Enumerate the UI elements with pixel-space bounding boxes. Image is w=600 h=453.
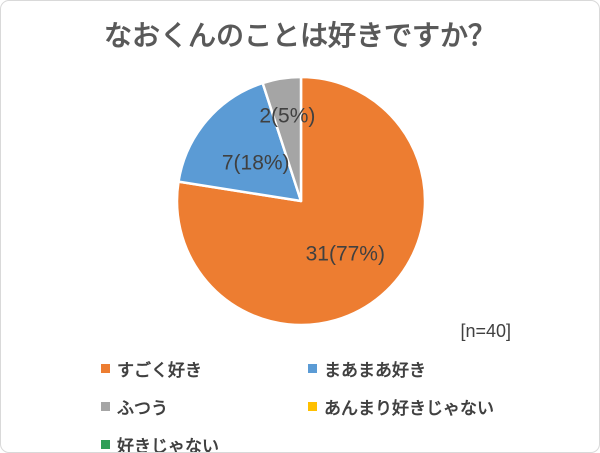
legend-label: 好きじゃない xyxy=(117,437,219,453)
legend-label: すごく好き xyxy=(117,361,202,380)
legend-item-2: ふつう xyxy=(101,394,308,419)
legend-marker-icon xyxy=(101,402,110,411)
legend: すごく好き まあまあ好きふつう あんまり好きじゃない好きじゃない xyxy=(101,356,494,453)
pie-data-label: 7(18%) xyxy=(222,152,290,175)
pie-slice-1 xyxy=(177,81,303,203)
sample-size-note: [n=40] xyxy=(460,321,511,341)
legend-label: あんまり好きじゃない xyxy=(324,399,494,418)
legend-item-3: あんまり好きじゃない xyxy=(308,394,494,419)
legend-label: まあまあ好き xyxy=(324,361,426,380)
pie-slice-0 xyxy=(175,75,427,327)
legend-marker-icon xyxy=(308,402,317,411)
pie-data-label: 31(77%) xyxy=(306,242,385,265)
chart-title: なおくんのことは好きですか？ xyxy=(103,20,496,51)
legend-item-4: 好きじゃない xyxy=(101,432,308,453)
pie-slice-2 xyxy=(261,75,303,203)
legend-marker-icon xyxy=(101,364,110,373)
pie-data-label: 2(5%) xyxy=(259,105,315,128)
legend-marker-icon xyxy=(101,440,110,449)
legend-marker-icon xyxy=(308,364,317,373)
legend-item-1: まあまあ好き xyxy=(308,356,494,381)
legend-item-0: すごく好き xyxy=(101,356,308,381)
legend-label: ふつう xyxy=(117,399,168,418)
